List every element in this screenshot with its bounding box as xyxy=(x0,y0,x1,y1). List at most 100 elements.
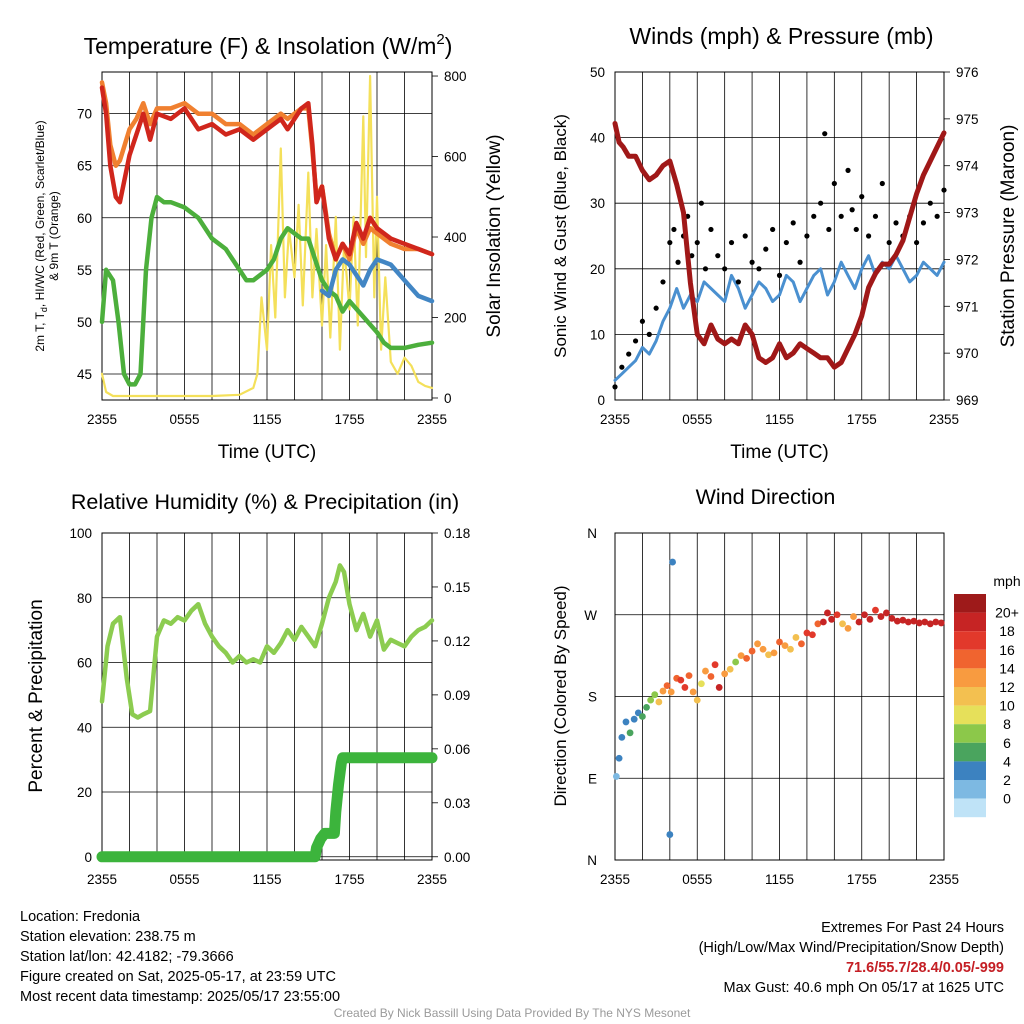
y-axis-label: Percent & Precipitation xyxy=(26,599,47,792)
y2-tick-label: 972 xyxy=(956,252,979,267)
direction-point xyxy=(883,609,890,617)
direction-point xyxy=(721,670,729,678)
legend-swatch xyxy=(954,724,986,743)
x-tick-label: 1755 xyxy=(334,872,364,887)
legend-label: 14 xyxy=(999,660,1015,676)
gust-point xyxy=(646,331,652,337)
direction-point xyxy=(618,733,626,741)
gust-point xyxy=(797,259,803,265)
gust-point xyxy=(667,239,673,246)
winds-pressure-chart: 2355 0555 1155 1755 2355 0 10 20 30 40 50 969 970 971… xyxy=(551,23,1019,463)
gust-point xyxy=(626,351,632,357)
direction-point xyxy=(937,619,945,627)
gust-point xyxy=(941,187,947,193)
direction-point xyxy=(861,611,868,619)
direction-point xyxy=(814,620,822,628)
gust-point xyxy=(653,305,659,311)
y-tick-label: 80 xyxy=(77,591,92,606)
y-tick-label: S xyxy=(588,690,597,705)
legend-label: 12 xyxy=(999,679,1015,695)
direction-point xyxy=(643,704,650,711)
legend-title: mph xyxy=(993,573,1020,589)
direction-point xyxy=(612,773,620,780)
x-tick-label: 1755 xyxy=(334,412,364,427)
gust-point xyxy=(849,207,855,213)
direction-point xyxy=(787,645,794,653)
direction-point xyxy=(655,698,663,706)
y2-tick-label: 971 xyxy=(956,299,979,314)
direction-point xyxy=(737,652,745,660)
y2-axis-label: Station Pressure (Maroon) xyxy=(998,125,1019,348)
gust-point xyxy=(632,338,639,344)
humidity-precipitation-chart: 2355 0555 1155 1755 2355 0 20 40 60 80 100 0.00 0.03… xyxy=(26,490,470,887)
figure-created: Figure created on Sat, 2025-05-17, at 23… xyxy=(20,969,336,985)
x-tick-label: 2355 xyxy=(87,412,117,427)
gust-point xyxy=(822,131,828,137)
direction-point xyxy=(855,618,863,626)
x-tick-label: 1155 xyxy=(252,412,281,427)
gust-point xyxy=(671,226,677,233)
direction-point xyxy=(626,729,634,737)
y-tick-label: 10 xyxy=(590,327,605,342)
y-tick-label: E xyxy=(588,771,597,786)
direction-point xyxy=(622,718,630,726)
y2-tick-label: 0.00 xyxy=(444,850,470,865)
direction-point xyxy=(630,715,638,723)
gust-point xyxy=(838,213,844,219)
legend-swatch xyxy=(954,742,986,762)
series-line-station-pressure xyxy=(612,121,947,370)
y-tick-label: 30 xyxy=(590,196,605,211)
legend-label: 16 xyxy=(999,642,1015,658)
direction-point xyxy=(809,631,816,639)
gust-point xyxy=(804,233,810,239)
y-axis-label-line2: & 9m T (Orange) xyxy=(47,191,61,281)
legend-label: 4 xyxy=(1003,753,1011,769)
legend-label: 20+ xyxy=(995,605,1019,621)
direction-point xyxy=(743,654,750,662)
legend-label: 6 xyxy=(1003,735,1011,751)
y-tick-label: 40 xyxy=(77,720,92,735)
gust-point xyxy=(612,384,618,390)
series-line-sonic-wind xyxy=(613,254,946,382)
direction-point xyxy=(819,618,827,626)
plot-frame xyxy=(614,71,945,401)
x-tick-label: 1155 xyxy=(765,412,794,427)
direction-point xyxy=(666,831,674,838)
direction-point xyxy=(926,620,934,628)
direction-point xyxy=(798,640,805,648)
x-tick-label: 1755 xyxy=(847,872,877,887)
gust-point xyxy=(934,213,940,219)
legend-swatch xyxy=(954,798,986,818)
direction-point xyxy=(759,645,767,653)
direction-point xyxy=(693,696,701,704)
recent-data-timestamp: Most recent data timestamp: 2025/05/17 2… xyxy=(20,989,341,1005)
y-tick-label: 65 xyxy=(77,159,92,174)
direction-point xyxy=(888,614,896,622)
direction-point xyxy=(792,634,800,641)
y-tick-label: 55 xyxy=(77,263,92,278)
x-tick-label: 0555 xyxy=(169,872,199,887)
gust-point xyxy=(783,239,789,246)
gust-point xyxy=(845,167,851,173)
direction-point xyxy=(748,647,756,655)
gust-point xyxy=(689,253,695,259)
y-tick-label: 50 xyxy=(590,65,605,80)
gust-point xyxy=(675,259,681,265)
direction-point xyxy=(904,618,912,626)
direction-point xyxy=(833,611,841,619)
y-tick-label: 70 xyxy=(77,107,92,122)
y-tick-label: 20 xyxy=(77,785,92,800)
gust-point xyxy=(866,233,872,239)
gust-point xyxy=(927,200,933,206)
direction-point xyxy=(828,615,835,623)
direction-point xyxy=(893,617,901,625)
gust-point xyxy=(831,180,837,187)
direction-point xyxy=(899,616,907,624)
y2-tick-label: 0.03 xyxy=(444,796,470,811)
legend-swatch xyxy=(954,668,986,687)
direction-point xyxy=(669,558,676,566)
x-axis-label: Time (UTC) xyxy=(730,442,829,463)
gust-point xyxy=(728,239,735,246)
direction-point xyxy=(921,618,929,626)
x-tick-label: 2355 xyxy=(87,872,117,887)
